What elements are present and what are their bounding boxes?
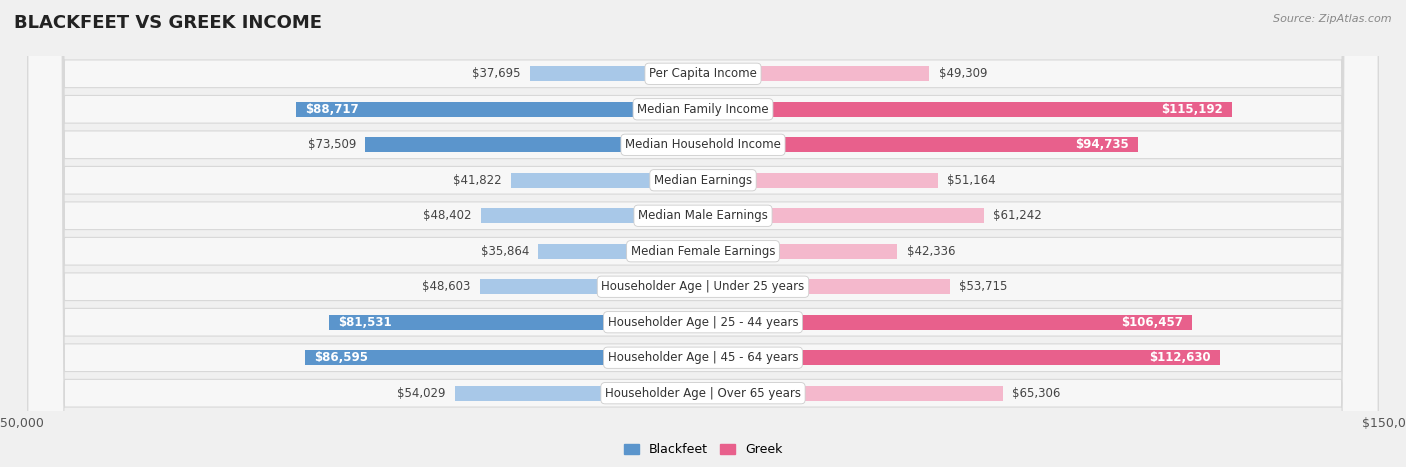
FancyBboxPatch shape bbox=[703, 102, 1232, 117]
FancyBboxPatch shape bbox=[28, 0, 1378, 467]
Text: Median Household Income: Median Household Income bbox=[626, 138, 780, 151]
Text: $106,457: $106,457 bbox=[1121, 316, 1182, 329]
FancyBboxPatch shape bbox=[28, 0, 1378, 467]
FancyBboxPatch shape bbox=[28, 0, 1378, 467]
Text: Per Capita Income: Per Capita Income bbox=[650, 67, 756, 80]
Text: $41,822: $41,822 bbox=[453, 174, 502, 187]
FancyBboxPatch shape bbox=[28, 0, 1378, 467]
FancyBboxPatch shape bbox=[703, 279, 949, 294]
Text: $54,029: $54,029 bbox=[396, 387, 446, 400]
FancyBboxPatch shape bbox=[703, 66, 929, 81]
FancyBboxPatch shape bbox=[28, 0, 1378, 467]
Text: $48,402: $48,402 bbox=[423, 209, 471, 222]
FancyBboxPatch shape bbox=[703, 315, 1192, 330]
FancyBboxPatch shape bbox=[510, 173, 703, 188]
FancyBboxPatch shape bbox=[703, 244, 897, 259]
FancyBboxPatch shape bbox=[703, 173, 938, 188]
FancyBboxPatch shape bbox=[28, 0, 1378, 467]
Text: $81,531: $81,531 bbox=[337, 316, 391, 329]
FancyBboxPatch shape bbox=[703, 386, 1002, 401]
FancyBboxPatch shape bbox=[305, 350, 703, 365]
Text: Source: ZipAtlas.com: Source: ZipAtlas.com bbox=[1274, 14, 1392, 24]
Text: BLACKFEET VS GREEK INCOME: BLACKFEET VS GREEK INCOME bbox=[14, 14, 322, 32]
FancyBboxPatch shape bbox=[530, 66, 703, 81]
Text: $35,864: $35,864 bbox=[481, 245, 529, 258]
Text: Median Male Earnings: Median Male Earnings bbox=[638, 209, 768, 222]
Legend: Blackfeet, Greek: Blackfeet, Greek bbox=[619, 439, 787, 461]
FancyBboxPatch shape bbox=[479, 279, 703, 294]
Text: $73,509: $73,509 bbox=[308, 138, 356, 151]
FancyBboxPatch shape bbox=[28, 0, 1378, 467]
Text: Median Female Earnings: Median Female Earnings bbox=[631, 245, 775, 258]
Text: $112,630: $112,630 bbox=[1150, 351, 1211, 364]
FancyBboxPatch shape bbox=[703, 208, 984, 223]
Text: $49,309: $49,309 bbox=[939, 67, 987, 80]
FancyBboxPatch shape bbox=[329, 315, 703, 330]
Text: Householder Age | 45 - 64 years: Householder Age | 45 - 64 years bbox=[607, 351, 799, 364]
FancyBboxPatch shape bbox=[456, 386, 703, 401]
Text: $86,595: $86,595 bbox=[315, 351, 368, 364]
FancyBboxPatch shape bbox=[366, 137, 703, 152]
Text: $37,695: $37,695 bbox=[472, 67, 520, 80]
FancyBboxPatch shape bbox=[28, 0, 1378, 467]
Text: $53,715: $53,715 bbox=[959, 280, 1007, 293]
Text: $88,717: $88,717 bbox=[305, 103, 359, 116]
Text: $42,336: $42,336 bbox=[907, 245, 955, 258]
FancyBboxPatch shape bbox=[703, 350, 1220, 365]
Text: $48,603: $48,603 bbox=[422, 280, 471, 293]
Text: $51,164: $51,164 bbox=[948, 174, 995, 187]
Text: $94,735: $94,735 bbox=[1076, 138, 1129, 151]
Text: $65,306: $65,306 bbox=[1012, 387, 1060, 400]
Text: Median Earnings: Median Earnings bbox=[654, 174, 752, 187]
FancyBboxPatch shape bbox=[703, 137, 1137, 152]
Text: $61,242: $61,242 bbox=[994, 209, 1042, 222]
Text: Householder Age | Under 25 years: Householder Age | Under 25 years bbox=[602, 280, 804, 293]
FancyBboxPatch shape bbox=[295, 102, 703, 117]
FancyBboxPatch shape bbox=[28, 0, 1378, 467]
FancyBboxPatch shape bbox=[28, 0, 1378, 467]
FancyBboxPatch shape bbox=[481, 208, 703, 223]
Text: $115,192: $115,192 bbox=[1161, 103, 1223, 116]
Text: Householder Age | 25 - 44 years: Householder Age | 25 - 44 years bbox=[607, 316, 799, 329]
Text: Median Family Income: Median Family Income bbox=[637, 103, 769, 116]
FancyBboxPatch shape bbox=[538, 244, 703, 259]
Text: Householder Age | Over 65 years: Householder Age | Over 65 years bbox=[605, 387, 801, 400]
